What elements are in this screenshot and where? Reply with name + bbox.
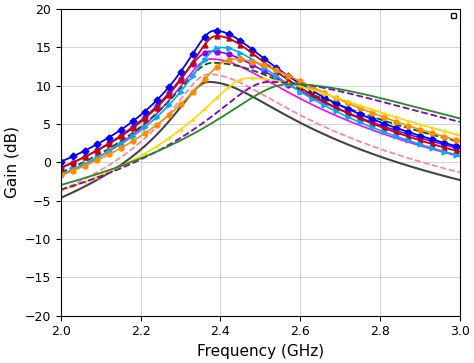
Y-axis label: Gain (dB): Gain (dB): [4, 126, 19, 198]
Legend: : [451, 13, 456, 18]
X-axis label: Frequency (GHz): Frequency (GHz): [197, 344, 324, 359]
